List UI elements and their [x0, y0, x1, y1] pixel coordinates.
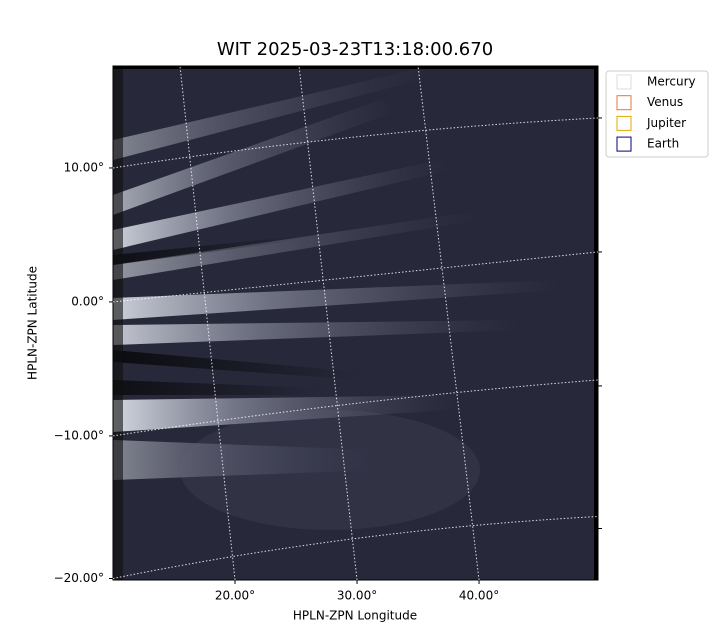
grid-line	[112, 117, 599, 169]
chart-title: WIT 2025-03-23T13:18:00.670	[217, 39, 493, 60]
y-tick-label: −20.00°	[54, 571, 104, 585]
grid-line	[112, 379, 599, 437]
legend-swatch	[616, 136, 632, 152]
legend-label: Jupiter	[646, 116, 686, 130]
x-tick-label: 20.00°	[215, 589, 255, 603]
grid-line	[179, 65, 236, 581]
legend-label: Earth	[647, 137, 679, 151]
x-tick-label: 30.00°	[337, 589, 377, 603]
legend-label: Mercury	[647, 75, 696, 89]
y-tick-label: −10.00°	[54, 428, 104, 442]
plot-frame	[112, 65, 599, 581]
y-tick-label: 10.00°	[64, 160, 104, 174]
grid-line	[112, 515, 599, 579]
x-tick-label: 40.00°	[459, 589, 499, 603]
legend-swatch	[616, 74, 632, 90]
y-tick-label: 0.00°	[71, 294, 104, 308]
x-axis-label: HPLN-ZPN Longitude	[293, 609, 417, 623]
solar-image	[113, 66, 598, 580]
legend-swatch	[616, 115, 632, 131]
grid-line	[417, 65, 480, 581]
legend-swatch	[616, 95, 632, 111]
legend-label: Venus	[647, 95, 683, 109]
grid-line	[112, 251, 599, 303]
y-axis-label: HPLN-ZPN Latitude	[26, 266, 40, 380]
legend	[605, 70, 709, 158]
grid-line	[298, 65, 358, 581]
